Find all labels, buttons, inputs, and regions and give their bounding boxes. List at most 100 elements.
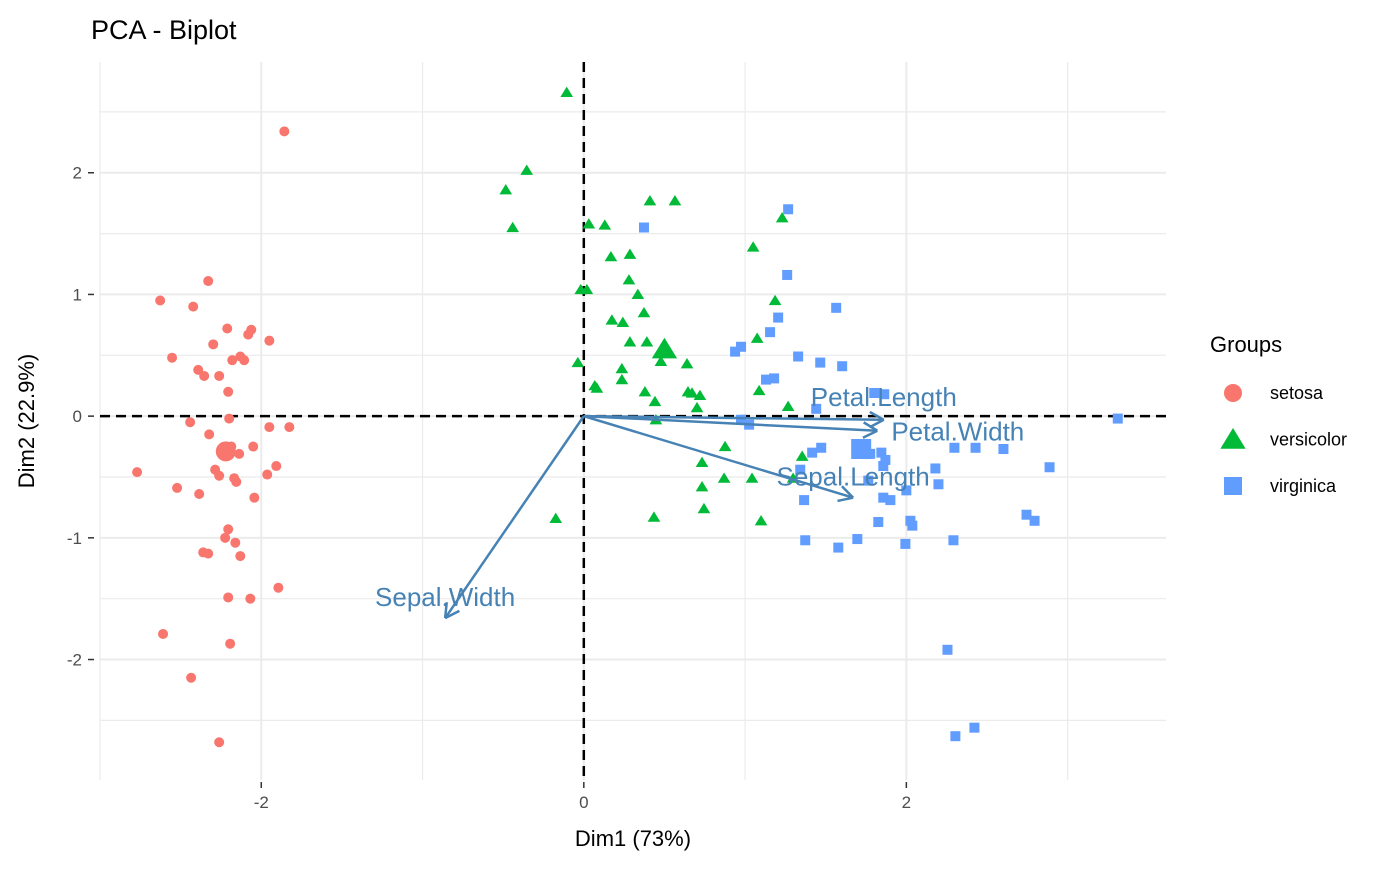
- versicolor-point: [615, 362, 629, 374]
- versicolor-point: [648, 395, 662, 407]
- virginica-point: [907, 520, 918, 531]
- setosa-point: [172, 482, 183, 493]
- versicolor-point: [697, 502, 711, 514]
- versicolor-point: [623, 336, 637, 347]
- versicolor-point: [781, 400, 795, 411]
- legend-label-versicolor: versicolor: [1270, 430, 1347, 450]
- versicolor-point: [685, 387, 699, 398]
- setosa-point: [203, 276, 214, 287]
- y-axis-label: Dim2 (22.9%): [14, 354, 39, 488]
- setosa-point: [167, 352, 178, 363]
- versicolor-point: [574, 283, 588, 295]
- setosa-point: [264, 335, 275, 346]
- versicolor-point: [795, 450, 809, 461]
- arrow-label: Sepal.Width: [375, 582, 515, 612]
- versicolor-point: [631, 288, 645, 300]
- virginica-point: [863, 475, 874, 486]
- versicolor-point: [695, 480, 709, 492]
- series-setosa: [132, 126, 295, 748]
- setosa-point: [223, 524, 234, 535]
- legend-key-setosa: [1224, 384, 1242, 402]
- setosa-point: [158, 628, 169, 639]
- virginica-point: [799, 495, 810, 506]
- virginica-point: [807, 447, 818, 458]
- versicolor-point: [506, 221, 520, 233]
- virginica-point: [783, 204, 794, 215]
- y-tick-label: -1: [67, 529, 82, 548]
- legend-title: Groups: [1210, 332, 1282, 357]
- setosa-point: [194, 489, 205, 500]
- arrow-label: Petal.Length: [811, 382, 957, 412]
- setosa-point: [214, 470, 225, 481]
- setosa-point: [279, 126, 290, 137]
- setosa-point: [186, 672, 197, 683]
- virginica-point: [950, 731, 961, 742]
- virginica-point: [1029, 515, 1040, 526]
- virginica-point: [949, 442, 960, 453]
- versicolor-point: [604, 250, 618, 262]
- virginica-point: [765, 327, 776, 338]
- setosa-point: [225, 638, 236, 649]
- setosa-point: [235, 551, 246, 562]
- y-tick-label: 2: [73, 164, 82, 183]
- versicolor-point: [582, 218, 596, 229]
- x-tick-label: -2: [254, 793, 269, 812]
- virginica-point: [815, 357, 826, 368]
- axis-ticks: -2 0 2 -2 -1 0 1 2: [67, 164, 911, 812]
- virginica-centroid: [851, 438, 872, 459]
- series-versicolor: [499, 86, 809, 526]
- versicolor-point: [680, 358, 694, 369]
- series-virginica: [638, 204, 1123, 742]
- setosa-point: [273, 582, 284, 593]
- versicolor-point: [615, 373, 629, 385]
- arrow-label: Petal.Width: [891, 417, 1024, 447]
- setosa-point: [132, 467, 143, 478]
- virginica-point: [769, 373, 780, 384]
- arrow-petal-length: [583, 414, 884, 422]
- versicolor-point: [588, 379, 602, 391]
- setosa-point: [249, 492, 260, 503]
- versicolor-point: [647, 511, 661, 522]
- arrow-head: [444, 609, 460, 620]
- virginica-point: [878, 461, 889, 472]
- virginica-point: [793, 351, 804, 362]
- versicolor-point: [693, 389, 707, 401]
- setosa-centroid: [215, 441, 236, 462]
- virginica-point: [876, 447, 887, 458]
- virginica-point: [879, 389, 890, 400]
- setosa-point: [203, 548, 214, 559]
- virginica-point: [948, 535, 959, 546]
- setosa-point: [264, 422, 275, 433]
- setosa-point: [248, 441, 259, 452]
- y-tick-label: -2: [67, 651, 82, 670]
- setosa-point: [227, 355, 238, 366]
- versicolor-point: [549, 512, 563, 523]
- virginica-point: [970, 442, 981, 453]
- x-tick-label: 2: [902, 793, 911, 812]
- setosa-point: [214, 370, 225, 381]
- versicolor-point: [560, 86, 574, 98]
- arrow-sepal-length: [583, 414, 854, 499]
- virginica-point: [782, 269, 793, 280]
- virginica-point: [869, 388, 880, 399]
- virginica-point: [730, 346, 741, 357]
- versicolor-point: [520, 164, 534, 175]
- versicolor-point: [499, 184, 513, 195]
- virginica-point: [831, 302, 842, 313]
- versicolor-centroid: [651, 337, 678, 359]
- virginica-point: [998, 443, 1009, 454]
- virginica-point: [873, 517, 884, 528]
- setosa-point: [185, 417, 196, 428]
- x-tick-label: 0: [579, 793, 588, 812]
- versicolor-point: [623, 248, 637, 259]
- versicolor-point: [745, 472, 759, 483]
- versicolor-point: [638, 386, 652, 397]
- legend: Groups setosa versicolor virginica: [1210, 332, 1347, 496]
- virginica-point: [1112, 413, 1123, 424]
- versicolor-point: [605, 314, 619, 325]
- arrow-petal-width: [583, 414, 878, 432]
- virginica-point: [811, 403, 822, 414]
- chart-title: PCA - Biplot: [91, 15, 237, 45]
- versicolor-point: [616, 316, 630, 328]
- virginica-point: [795, 464, 806, 475]
